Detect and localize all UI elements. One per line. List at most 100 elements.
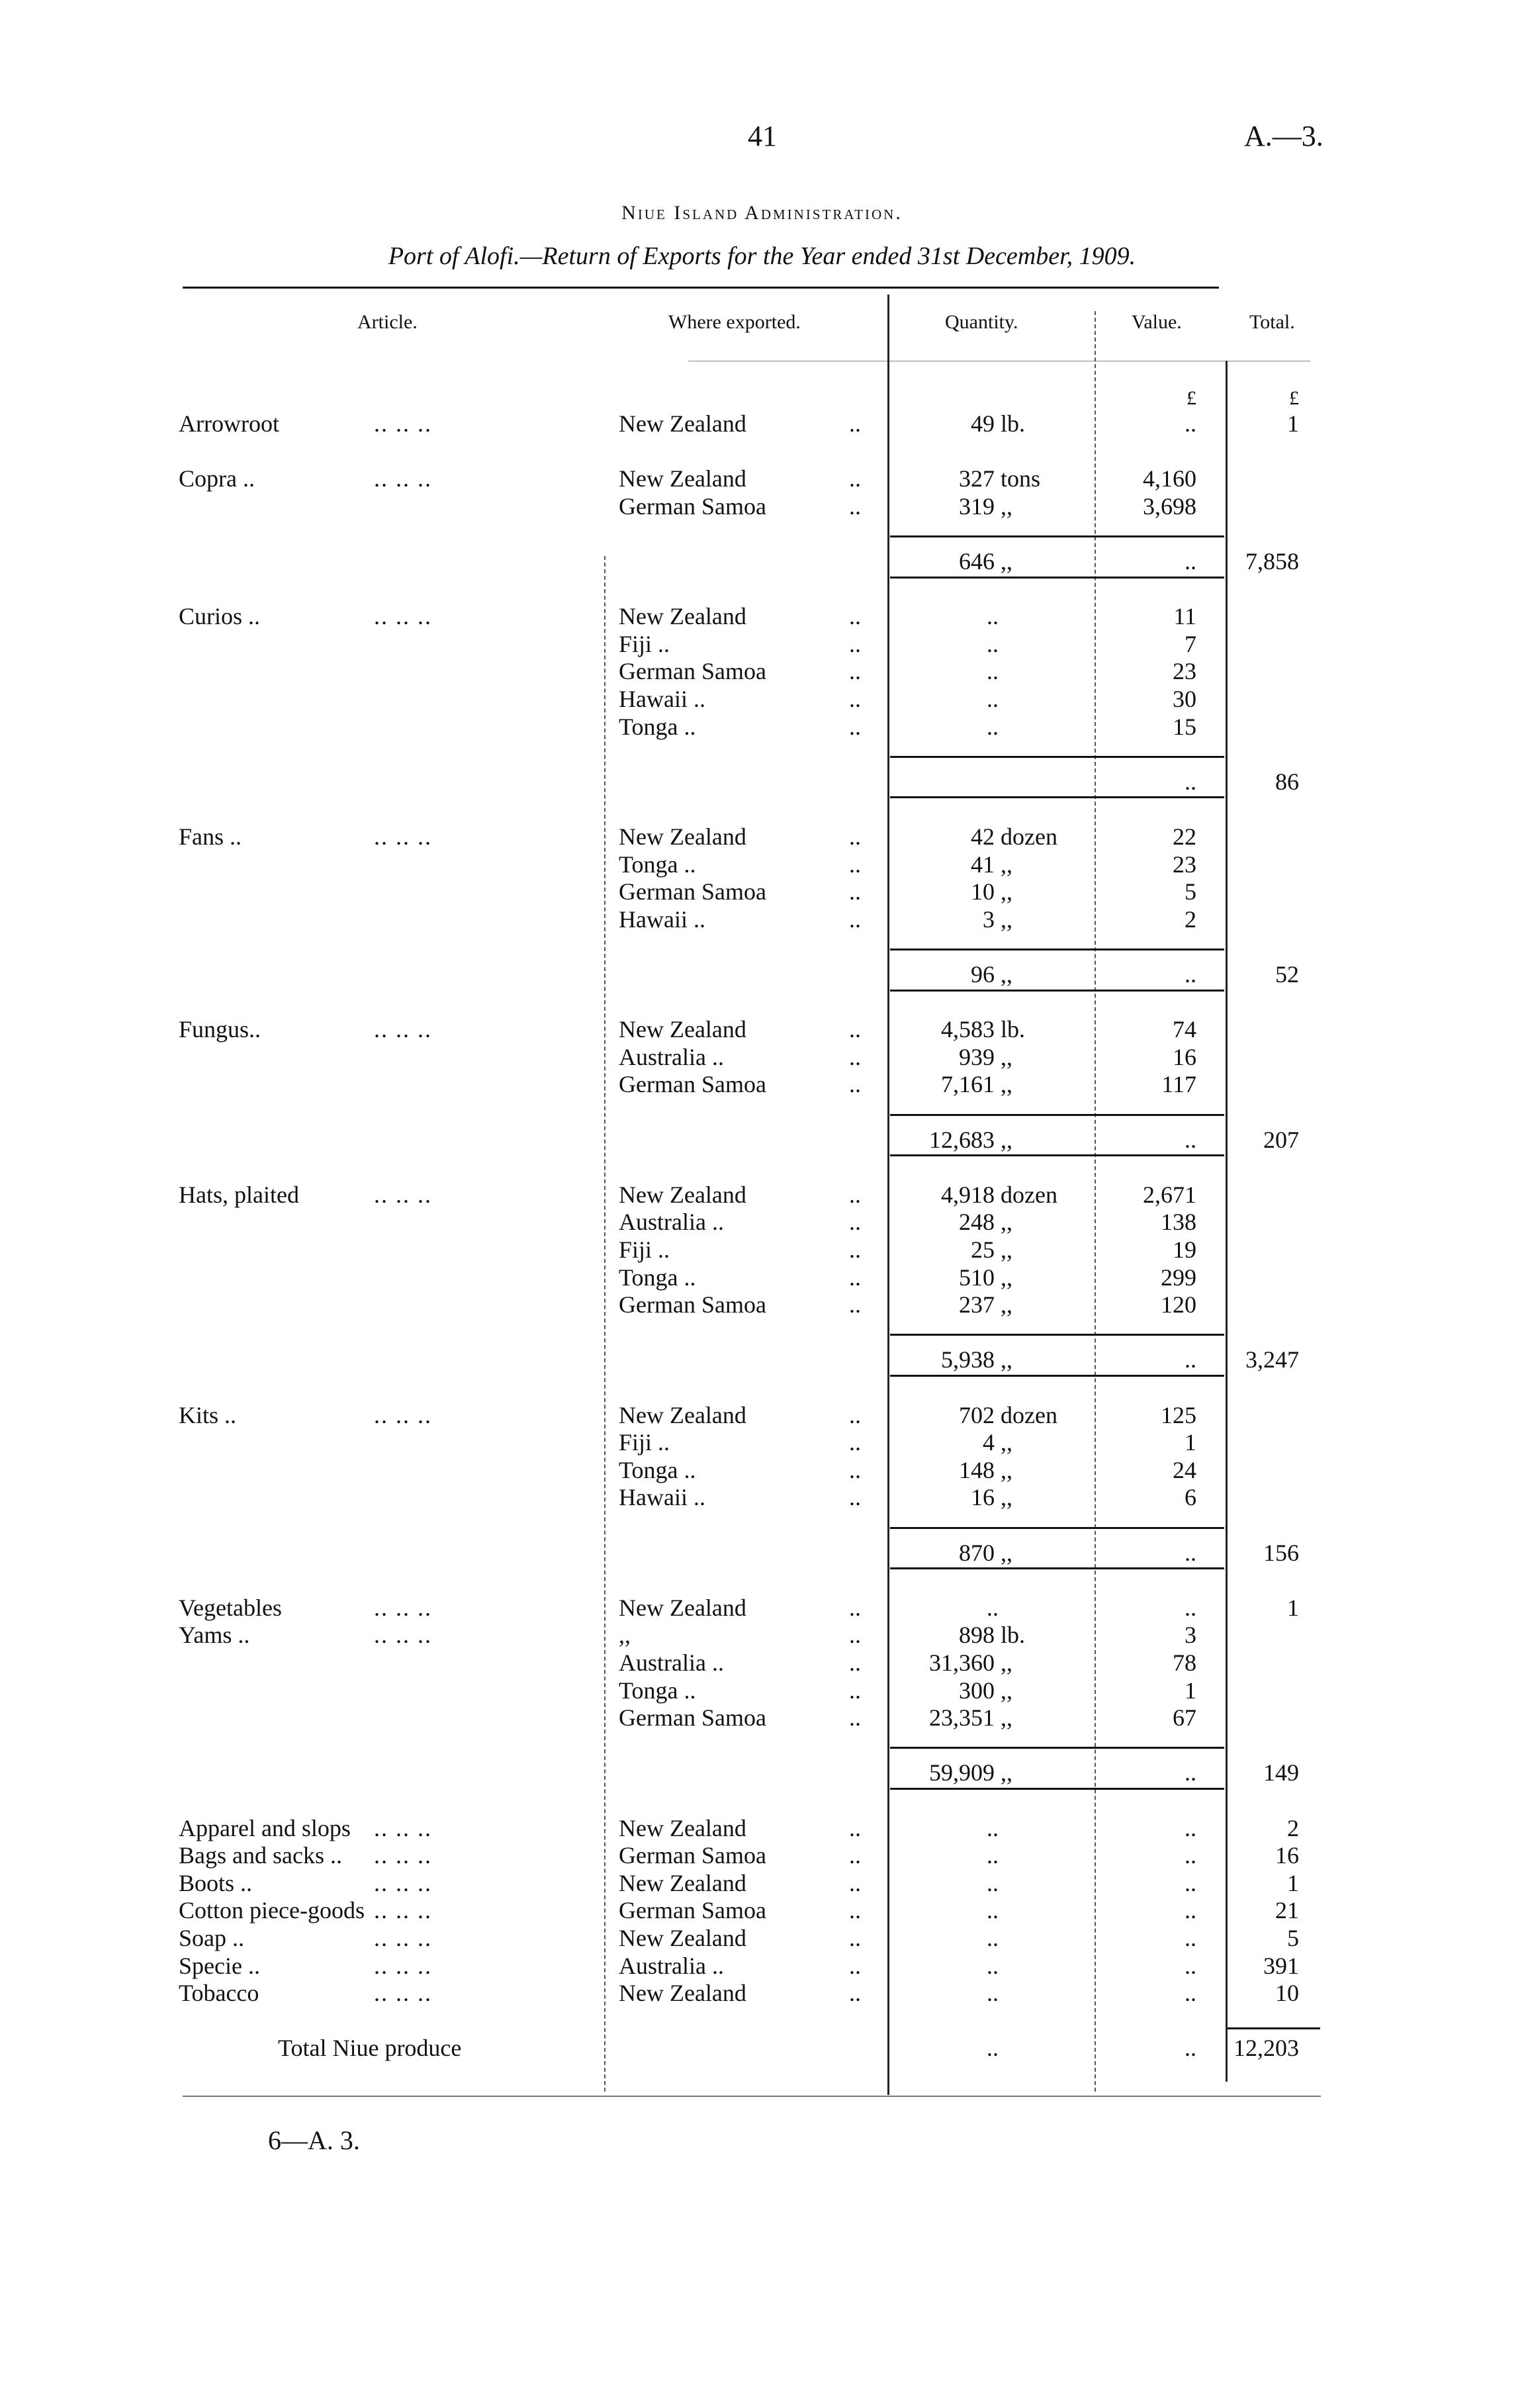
value: 11 <box>1173 603 1196 630</box>
destination: Tonga .. <box>619 1456 696 1483</box>
subtotal-value: .. <box>1185 768 1196 795</box>
total: 1 <box>1287 410 1299 437</box>
table-row: Australia .. 31,360,, 78 <box>0 1649 1524 1677</box>
quantity: 16 <box>971 1484 995 1511</box>
column-header-quantity: Quantity. <box>945 311 1018 333</box>
quantity-unit: ,, <box>1001 1071 1012 1098</box>
quantity-unit: ,, <box>1001 1759 1012 1786</box>
table-row: German Samoa.. 23 <box>0 657 1524 685</box>
quantity-unit: ,, <box>1001 905 1012 933</box>
quantity: 248 <box>959 1209 995 1236</box>
value: 74 <box>1173 1016 1196 1043</box>
table-row: German Samoa 319,, 3,698 <box>0 492 1524 520</box>
leader-dots <box>849 851 861 878</box>
table-row: Curios .. New Zealand.. 11 <box>0 602 1524 630</box>
table-row: Apparel and slops New Zealand.... 2 <box>0 1814 1524 1842</box>
total: 391 <box>1263 1952 1299 1979</box>
total-column-border <box>1226 361 1228 2082</box>
quantity-unit: ,, <box>1001 1043 1012 1070</box>
quantity: 702 <box>959 1401 995 1428</box>
quantity: .. <box>987 1594 999 1621</box>
quantity: 31,360 <box>929 1649 995 1676</box>
leader-dots <box>849 630 861 658</box>
value: 5 <box>1185 878 1196 905</box>
destination: New Zealand <box>619 1181 746 1208</box>
subtotal-rule <box>890 989 1224 992</box>
total: 1 <box>1287 1594 1299 1621</box>
leader-dots <box>849 1677 861 1704</box>
destination: German Samoa <box>619 1842 766 1869</box>
article-name: Copra .. <box>179 465 432 492</box>
destination: Tonga .. <box>619 1264 696 1291</box>
table-row: Soap .. New Zealand.... 5 <box>0 1924 1524 1952</box>
leader-dots <box>849 1208 861 1236</box>
article-name: Bags and sacks .. <box>179 1841 432 1869</box>
value: 22 <box>1173 823 1196 850</box>
destination: New Zealand <box>619 410 746 437</box>
value: .. <box>1185 1869 1196 1896</box>
quantity: .. <box>987 1814 999 1841</box>
value: 2,671 <box>1143 1181 1196 1208</box>
value: .. <box>1185 410 1196 437</box>
table-row: Bags and sacks .. German Samoa.... 16 <box>0 1841 1524 1869</box>
destination: New Zealand <box>619 1980 746 2007</box>
table-row: Hawaii .. 16,, 6 <box>0 1483 1524 1511</box>
group-total: 86 <box>1275 768 1299 795</box>
leader-dots <box>849 1483 861 1511</box>
leader-dots <box>849 1896 861 1924</box>
quantity: 319 <box>959 492 995 520</box>
destination: New Zealand <box>619 603 746 630</box>
value: 120 <box>1161 1291 1196 1319</box>
leader-dots <box>849 1621 861 1649</box>
quantity-unit: ,, <box>1001 878 1012 905</box>
quantity: .. <box>987 1925 999 1951</box>
leader-dots <box>849 1841 861 1869</box>
subtotal-row: .. 86 <box>0 768 1524 796</box>
bottom-rule <box>183 2096 1321 2097</box>
destination: German Samoa <box>619 1704 766 1732</box>
destination: Australia .. <box>619 1209 724 1236</box>
page-subtitle: Port of Alofi.—Return of Exports for the… <box>388 242 1136 270</box>
destination: New Zealand <box>619 1814 746 1841</box>
table-row: Tonga .. 510,, 299 <box>0 1264 1524 1291</box>
quantity-unit: ,, <box>1001 1264 1012 1291</box>
page-title: Niue Island Administration. <box>621 202 903 224</box>
article-name: Cotton piece-goods <box>179 1896 432 1924</box>
group-total: 149 <box>1263 1759 1299 1786</box>
leader-dots <box>849 1979 861 2007</box>
subtotal-row: 870,,.. 156 <box>0 1539 1524 1567</box>
table-row: Vegetables New Zealand.... 1 <box>0 1594 1524 1622</box>
table-row: Fiji .. 25,, 19 <box>0 1236 1524 1264</box>
group-total: 156 <box>1263 1539 1299 1566</box>
article-name: Arrowroot <box>179 410 432 438</box>
table-row: Tonga .. 41,, 23 <box>0 851 1524 878</box>
leader-dots <box>849 1015 861 1043</box>
destination: Tonga .. <box>619 713 696 740</box>
value: 23 <box>1173 658 1196 685</box>
value: 4,160 <box>1143 465 1196 492</box>
article-name: Soap .. <box>179 1924 432 1952</box>
grand-total-value: .. <box>1185 2035 1196 2062</box>
quantity: 237 <box>959 1291 995 1319</box>
quantity-unit: ,, <box>1001 492 1012 520</box>
subtotal-quantity: 870 <box>959 1539 995 1566</box>
quantity-unit: ,, <box>1001 1126 1012 1153</box>
destination: New Zealand <box>619 1925 746 1951</box>
quantity: 4,918 <box>941 1181 995 1208</box>
quantity: 25 <box>971 1236 995 1263</box>
article-name: Vegetables <box>179 1594 432 1622</box>
quantity-unit: lb. <box>1001 410 1026 437</box>
destination: German Samoa <box>619 658 766 685</box>
destination: Fiji .. <box>619 1429 670 1456</box>
value: .. <box>1185 1842 1196 1869</box>
grand-total-label: Total Niue produce <box>278 2035 462 2062</box>
subtotal-quantity: 96 <box>971 961 995 988</box>
grand-total-rule <box>1228 2027 1320 2030</box>
quantity-unit: lb. <box>1001 1622 1026 1649</box>
value: 24 <box>1173 1456 1196 1483</box>
quantity: .. <box>987 1980 999 2007</box>
article-name: Hats, plaited <box>179 1181 432 1209</box>
